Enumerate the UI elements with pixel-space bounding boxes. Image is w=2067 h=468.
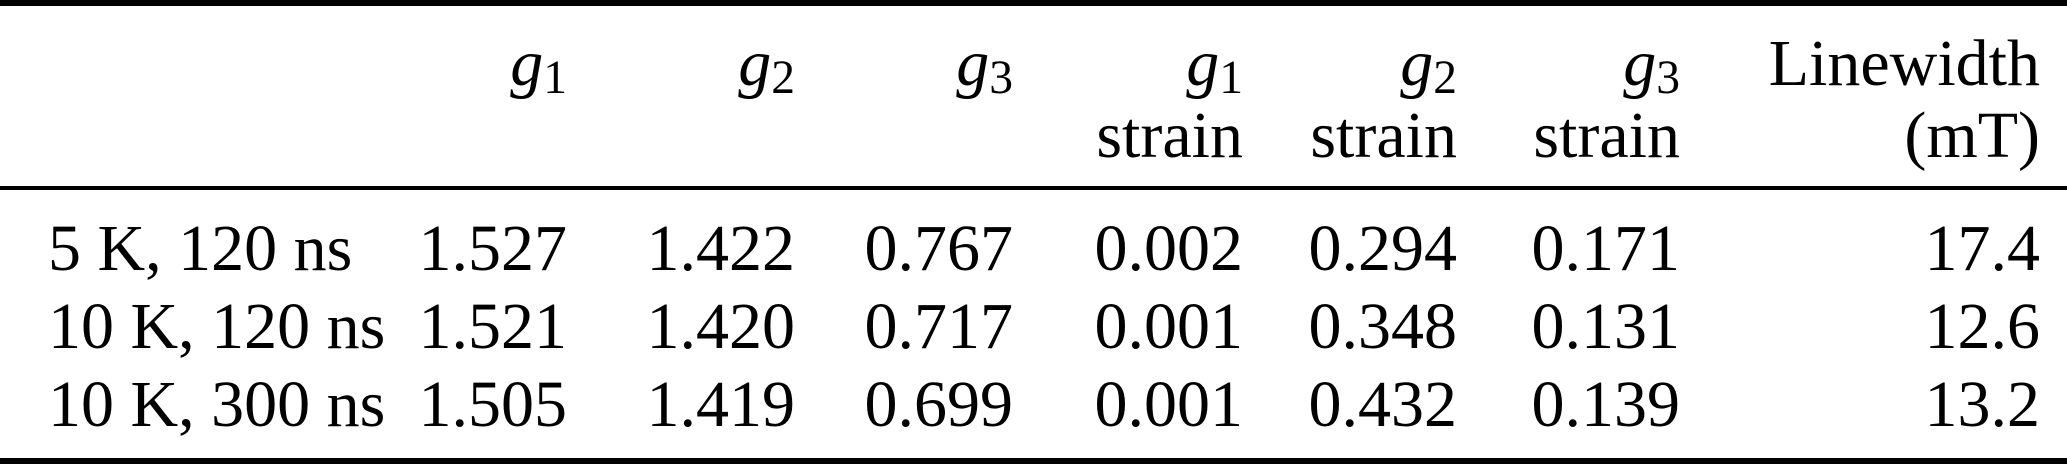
cell-g2: 1.420 xyxy=(646,290,796,363)
g1-strain-label-line2: strain xyxy=(1096,99,1243,172)
cell-g1: 1.505 xyxy=(418,368,568,441)
table-row: 5 K, 120 ns 1.527 1.422 0.767 0.002 0.29… xyxy=(0,188,2067,288)
cell-condition: 10 K, 300 ns xyxy=(48,368,386,441)
g2-strain-label-line1: g2 xyxy=(1400,27,1457,104)
cell-g2: 1.422 xyxy=(646,212,796,285)
cell-g1: 1.521 xyxy=(418,290,568,363)
cell-g2-strain: 0.348 xyxy=(1308,290,1458,363)
cell-g1-strain: 0.002 xyxy=(1094,212,1244,285)
cell-g2-strain: 0.294 xyxy=(1308,212,1458,285)
linewidth-label-line1: Linewidth xyxy=(1768,27,2040,100)
table-row: 10 K, 120 ns 1.521 1.420 0.717 0.001 0.3… xyxy=(0,288,2067,366)
cell-g3: 0.767 xyxy=(864,212,1014,285)
col-header-g2: g2 xyxy=(567,3,795,188)
col-header-g1: g1 xyxy=(350,3,567,188)
g2-strain-label-line2: strain xyxy=(1310,99,1457,172)
g1-label: g1 xyxy=(510,27,567,104)
cell-g2-strain: 0.432 xyxy=(1308,368,1458,441)
table-header: g1 g2 g3 g1 strain g2 strain g3 strain L… xyxy=(0,3,2067,188)
col-header-g2-strain: g2 strain xyxy=(1243,3,1457,188)
cell-g3-strain: 0.131 xyxy=(1531,290,1681,363)
col-header-condition xyxy=(0,3,350,188)
linewidth-label-line2: (mT) xyxy=(1904,99,2040,172)
g1-strain-label-line1: g1 xyxy=(1186,27,1243,104)
col-header-g3-strain: g3 strain xyxy=(1457,3,1680,188)
col-header-g3: g3 xyxy=(795,3,1013,188)
cell-g3-strain: 0.139 xyxy=(1531,368,1681,441)
g3-strain-label-line2: strain xyxy=(1533,99,1680,172)
cell-g1-strain: 0.001 xyxy=(1094,368,1244,441)
cell-linewidth: 13.2 xyxy=(1924,368,2041,441)
col-header-g1-strain: g1 strain xyxy=(1013,3,1243,188)
header-row: g1 g2 g3 g1 strain g2 strain g3 strain L… xyxy=(0,3,2067,188)
cell-condition: 10 K, 120 ns xyxy=(48,290,386,363)
g2-label: g2 xyxy=(738,27,795,104)
cell-g3: 0.699 xyxy=(864,368,1014,441)
cell-g2: 1.419 xyxy=(646,368,796,441)
table-row: 10 K, 300 ns 1.505 1.419 0.699 0.001 0.4… xyxy=(0,366,2067,461)
g3-label: g3 xyxy=(956,27,1013,104)
cell-g3: 0.717 xyxy=(864,290,1014,363)
cell-linewidth: 12.6 xyxy=(1924,290,2041,363)
cell-linewidth: 17.4 xyxy=(1924,212,2041,285)
table-body: 5 K, 120 ns 1.527 1.422 0.767 0.002 0.29… xyxy=(0,188,2067,461)
cell-condition: 5 K, 120 ns xyxy=(48,212,353,285)
cell-g3-strain: 0.171 xyxy=(1531,212,1681,285)
col-header-linewidth: Linewidth (mT) xyxy=(1680,3,2067,188)
cell-g1-strain: 0.001 xyxy=(1094,290,1244,363)
g3-strain-label-line1: g3 xyxy=(1623,27,1680,104)
cell-g1: 1.527 xyxy=(418,212,568,285)
